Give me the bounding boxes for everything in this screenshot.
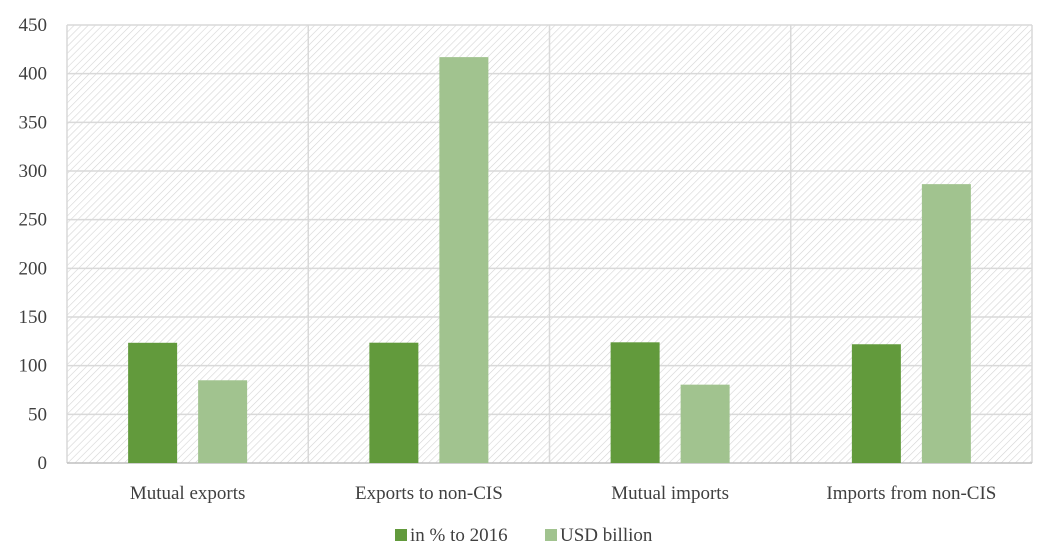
x-category-label: Mutual imports <box>611 483 729 504</box>
y-tick-label: 50 <box>28 404 47 425</box>
bar-percent-1 <box>369 342 419 463</box>
y-tick-label: 150 <box>19 307 48 328</box>
bar-percent-3 <box>851 344 901 463</box>
bars <box>128 57 971 464</box>
bar-usd-3 <box>921 184 971 463</box>
legend-label: USD billion <box>560 525 653 546</box>
x-category-label: Imports from non-CIS <box>826 483 996 504</box>
x-category-label: Exports to non-CIS <box>355 483 503 504</box>
y-tick-label: 0 <box>38 453 48 474</box>
legend-swatch <box>545 529 557 541</box>
gridlines <box>66 24 1033 463</box>
bar-usd-0 <box>198 380 248 463</box>
y-tick-label: 200 <box>19 258 48 279</box>
x-category-label: Mutual exports <box>130 483 246 504</box>
y-tick-label: 100 <box>19 356 48 377</box>
y-tick-label: 350 <box>19 112 48 133</box>
legend-swatch <box>395 529 407 541</box>
bar-percent-0 <box>128 342 178 463</box>
legend: in % to 2016 USD billion <box>395 525 653 546</box>
y-tick-label: 450 <box>19 15 48 36</box>
bar-usd-1 <box>439 57 489 464</box>
bar-percent-2 <box>610 342 660 463</box>
y-tick-label: 300 <box>19 161 48 182</box>
x-axis: Mutual exports Exports to non-CIS Mutual i… <box>130 483 997 504</box>
y-tick-label: 400 <box>19 64 48 85</box>
legend-label: in % to 2016 <box>410 525 508 546</box>
bar-usd-2 <box>680 384 730 463</box>
y-tick-label: 250 <box>19 210 48 231</box>
